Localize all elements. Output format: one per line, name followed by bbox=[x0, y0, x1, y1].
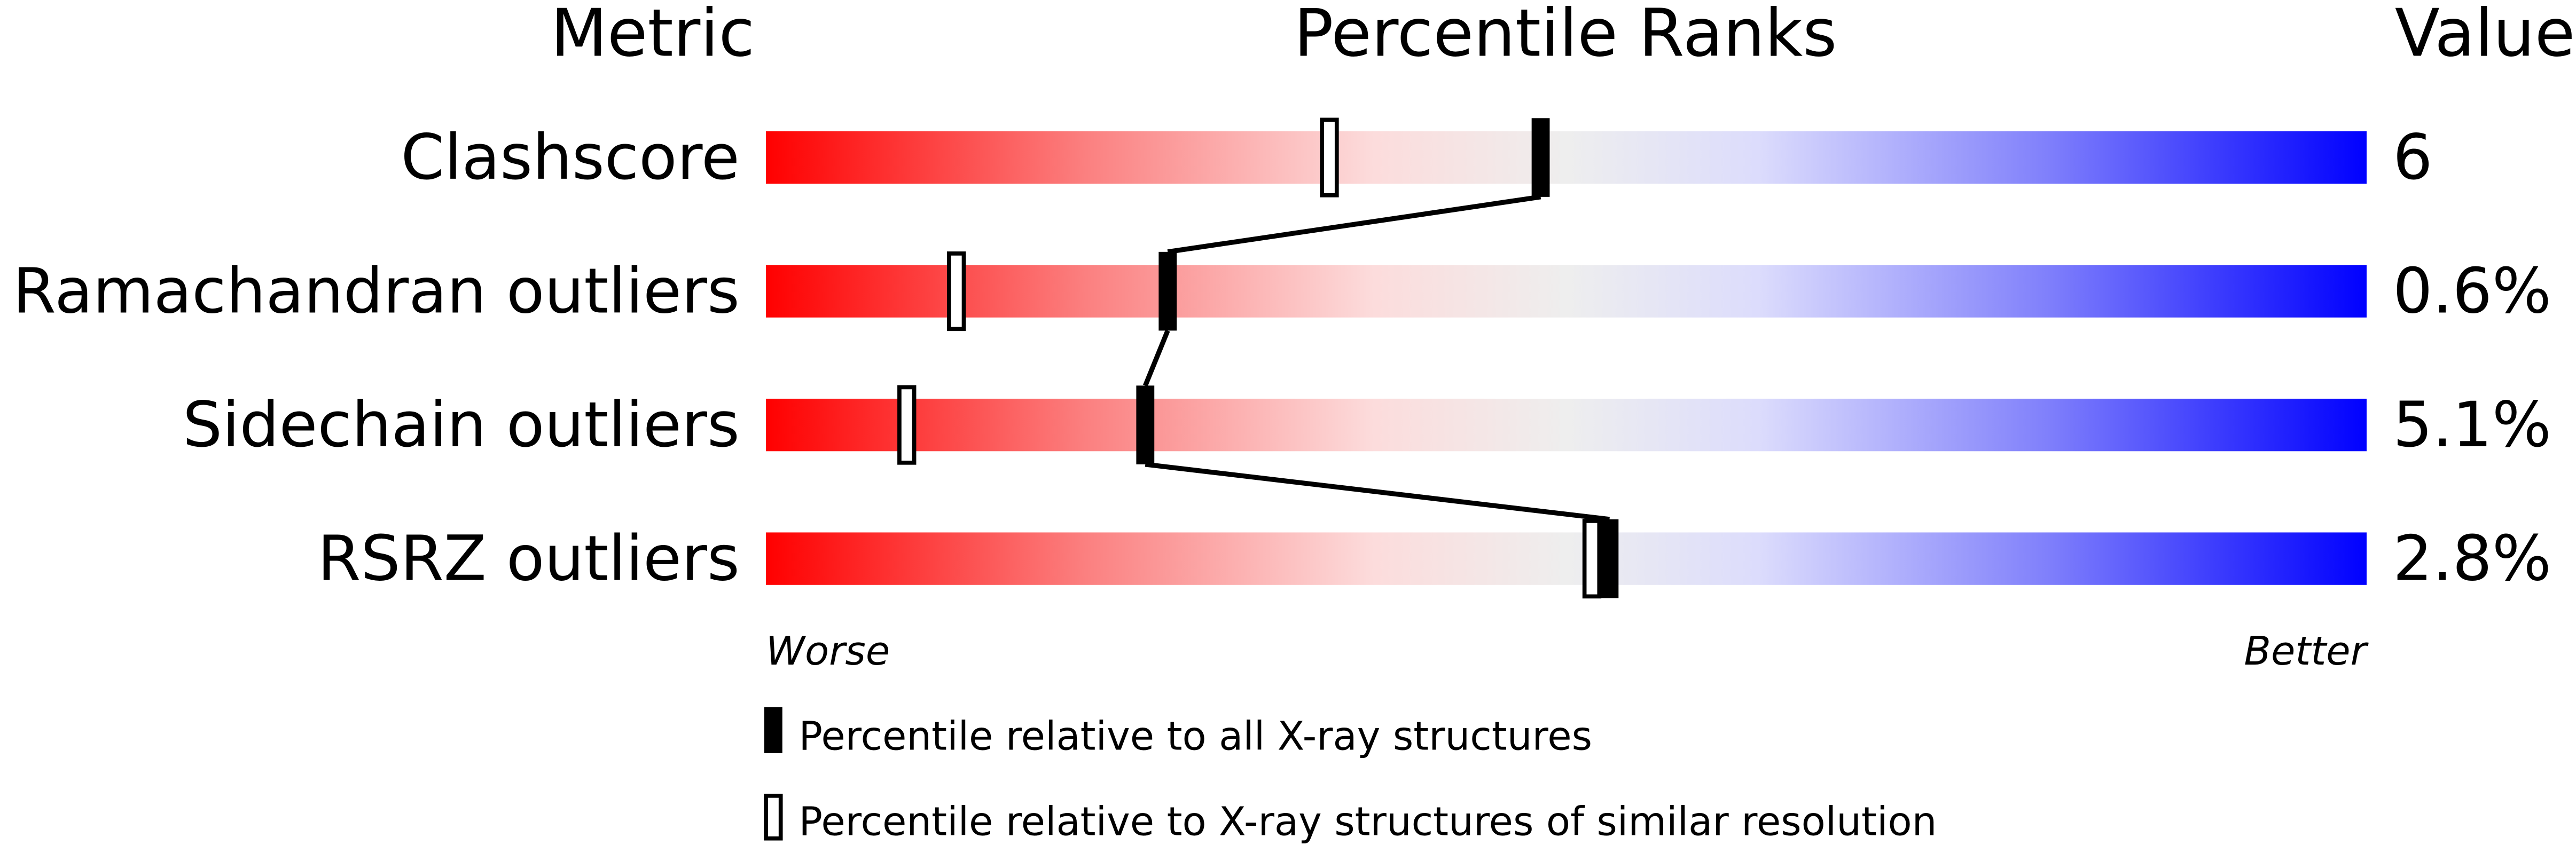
metric-label: Ramachandran outliers bbox=[13, 255, 740, 328]
legend-filled-marker bbox=[764, 707, 782, 753]
all-structures-marker bbox=[1136, 385, 1155, 464]
metric-label: Sidechain outliers bbox=[183, 389, 740, 461]
metric-value: 2.8% bbox=[2393, 523, 2551, 595]
metric-value: 6 bbox=[2393, 121, 2432, 194]
all-structures-marker bbox=[1531, 118, 1550, 197]
axis-label-better: Better bbox=[2244, 629, 2369, 674]
connector-line bbox=[1167, 194, 1541, 255]
axis-label-worse: Worse bbox=[766, 629, 890, 674]
similar-resolution-marker bbox=[897, 385, 917, 465]
percentile-bar bbox=[766, 265, 2367, 318]
connector-line bbox=[1143, 329, 1170, 387]
all-structures-marker bbox=[1158, 251, 1177, 331]
metric-label: Clashscore bbox=[401, 121, 740, 194]
similar-resolution-marker bbox=[946, 251, 966, 331]
legend-label-similar: Percentile relative to X-ray structures … bbox=[799, 800, 1937, 845]
percentile-bar bbox=[766, 131, 2367, 184]
all-structures-marker bbox=[1600, 519, 1619, 598]
connector-line bbox=[1145, 462, 1610, 522]
header-value: Value bbox=[2395, 0, 2575, 72]
header-metric: Metric bbox=[551, 0, 755, 72]
legend-label-all: Percentile relative to all X-ray structu… bbox=[799, 714, 1593, 760]
percentile-bar bbox=[766, 532, 2367, 585]
metric-value: 5.1% bbox=[2393, 389, 2551, 461]
similar-resolution-marker bbox=[1582, 519, 1602, 599]
metric-label: RSRZ outliers bbox=[317, 523, 739, 595]
percentile-bar bbox=[766, 398, 2367, 452]
similar-resolution-marker bbox=[1320, 117, 1339, 198]
legend-hollow-marker bbox=[764, 793, 783, 841]
metric-value: 0.6% bbox=[2393, 255, 2551, 328]
header-percentile-ranks: Percentile Ranks bbox=[1294, 0, 1837, 72]
